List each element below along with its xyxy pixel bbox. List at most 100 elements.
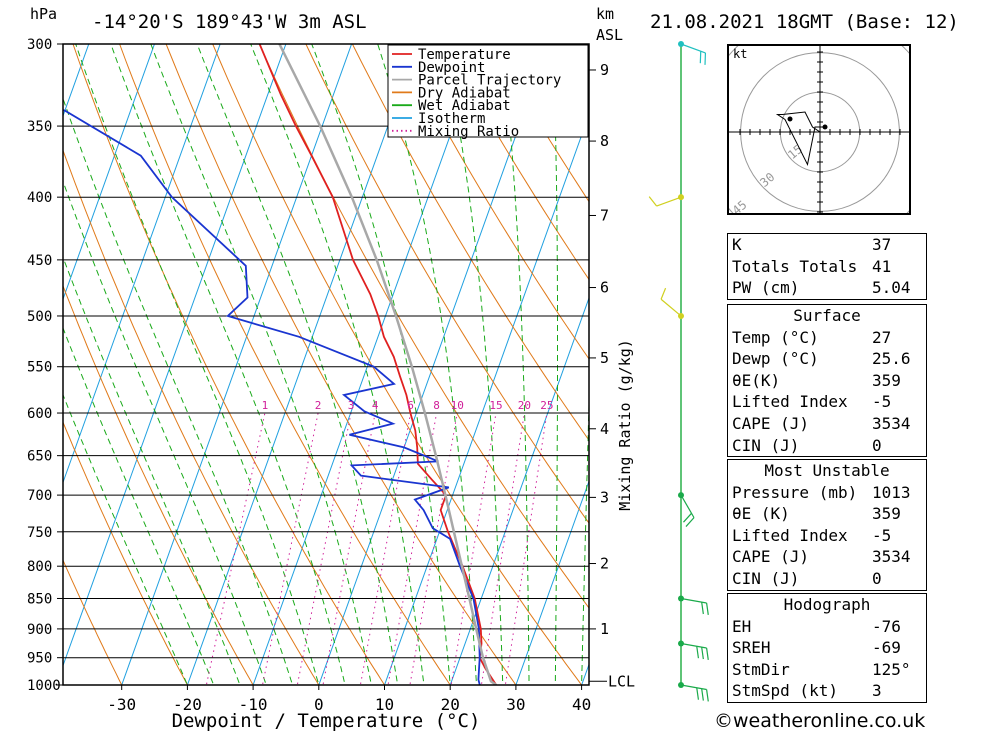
km-tick-label: 4: [600, 420, 609, 438]
isotherm-line: [63, 44, 221, 484]
wind-barb-flag: [706, 689, 709, 702]
index-value: 5.04: [872, 278, 911, 298]
wet-adiabat-line: [110, 44, 346, 685]
mixing-ratio-label: 20: [518, 399, 531, 412]
km-label: km: [596, 5, 615, 23]
wind-barb-flag: [696, 646, 700, 659]
index-label: K: [732, 235, 742, 254]
surface-row: CIN (J) 0: [728, 435, 926, 457]
pressure-tick-label: 350: [27, 119, 52, 135]
surface-label: CIN (J): [732, 435, 800, 455]
pressure-tick-label: 800: [27, 559, 52, 575]
wet-adiabat-line: [377, 44, 478, 685]
surface-value: 3534: [872, 413, 911, 433]
surface-title: Surface: [793, 306, 861, 325]
isotherm-line: [515, 479, 589, 685]
mixing-ratio-label: 25: [540, 399, 553, 412]
location-title: -14°20'S 189°43'W 3m ASL: [92, 11, 367, 33]
legend-entry: Parcel Trajectory: [418, 73, 561, 89]
legend-entry: Wet Adiabat: [418, 98, 511, 114]
km-tick-label: 7: [600, 206, 609, 224]
hodograph-stat-title: Hodograph: [783, 595, 871, 614]
hodograph-ring-label: 30: [757, 170, 777, 190]
surface-label: Temp (°C): [732, 327, 819, 347]
pressure-tick-label: 900: [27, 622, 52, 638]
hodograph-storm-marker: [787, 116, 793, 122]
hodograph-stat-label: EH: [732, 616, 752, 636]
parcel-trajectory-series: [278, 44, 497, 685]
mixing-ratio-line: [450, 412, 497, 685]
km-tick-label: 6: [600, 279, 609, 297]
hodograph-stat-label: StmDir: [732, 659, 790, 679]
mixing-ratio-label: 6: [407, 399, 414, 412]
wind-barb-shaft: [680, 494, 695, 518]
hodograph-trace: [775, 111, 825, 167]
surface-label: CAPE (J): [732, 413, 810, 433]
dry-adiabat-line: [351, 44, 589, 442]
index-label: PW (cm): [732, 278, 800, 298]
pressure-tick-label: 750: [27, 525, 52, 541]
most-unstable-value: 359: [872, 504, 901, 524]
wet-adiabat-line: [63, 97, 294, 685]
hodograph-stat-value: 125°: [872, 659, 911, 679]
mixing-ratio-label: 3: [348, 399, 355, 412]
most-unstable-row: CAPE (J) 3534: [728, 546, 926, 568]
wind-barb-shaft: [656, 196, 682, 207]
temperature-tick-label: 10: [375, 695, 394, 714]
hodograph-stat-row: EH -76: [728, 616, 926, 638]
lcl-label: LCL: [608, 672, 635, 690]
most-unstable-row: CIN (J) 0: [728, 568, 926, 590]
hodograph: kt 15 30 45: [700, 12, 940, 252]
wind-barb-flag: [660, 287, 667, 300]
wind-barb-flag: [706, 602, 709, 615]
km-tick-label: 2: [600, 555, 609, 573]
surface-value: 0: [872, 435, 882, 455]
most-unstable-value: -5: [872, 525, 892, 545]
wind-barb-flag: [685, 517, 695, 527]
wind-barb-flag: [701, 688, 704, 701]
surface-row: Dewp (°C) 25.6: [728, 348, 926, 370]
mixing-ratio-line: [205, 412, 266, 685]
mixing-ratio-label: 4: [372, 399, 379, 412]
pressure-tick-label: 850: [27, 591, 52, 607]
pressure-tick-label: 700: [27, 488, 52, 504]
wind-barb-flag: [701, 647, 704, 660]
mixing-ratio-line: [387, 412, 438, 685]
index-value: 41: [872, 256, 892, 276]
hodograph-stat-label: StmSpd (kt): [732, 681, 838, 701]
hodograph-stat-value: 3: [872, 681, 882, 701]
temperature-tick-label: 20: [441, 695, 460, 714]
dry-adiabat-line: [63, 558, 123, 685]
most-unstable-label: Pressure (mb): [732, 482, 858, 502]
hodograph-ring: [700, 12, 940, 252]
km-tick-label: 1: [600, 620, 609, 638]
index-row: K 37: [728, 234, 926, 256]
surface-value: 27: [872, 327, 892, 347]
pressure-tick-label: 550: [27, 360, 52, 376]
temperature-tick-label: -20: [173, 695, 202, 714]
surface-row: Lifted Index -5: [728, 391, 926, 413]
most-unstable-value: 0: [872, 568, 882, 588]
surface-label: Dewp (°C): [732, 349, 819, 369]
mixing-ratio-label: 8: [433, 399, 440, 412]
km-tick-label: 9: [600, 61, 609, 79]
isotherm-line: [121, 44, 353, 685]
hodograph-unit-label: kt: [733, 47, 747, 61]
temperature-tick-label: 0: [314, 695, 324, 714]
dry-adiabat-line: [969, 0, 1000, 711]
plot-frame: [62, 43, 590, 686]
dewpoint-series: [63, 109, 481, 685]
wind-barb-shaft: [680, 684, 707, 691]
mixing-ratio-label: 10: [451, 399, 464, 412]
hodograph-stat-label: SREH: [732, 638, 771, 658]
dry-adiabat-line: [445, 44, 589, 281]
km-tick-label: 5: [600, 349, 609, 367]
surface-row: CAPE (J) 3534: [728, 413, 926, 435]
mixing-ratio-axis-label: Mixing Ratio (g/kg): [616, 339, 634, 511]
index-value: 37: [872, 235, 892, 254]
most-unstable-row: θE (K) 359: [728, 503, 926, 525]
wind-barb-shaft: [660, 298, 682, 317]
wind-barb-shaft: [680, 597, 707, 604]
hodograph-stat-row: SREH -69: [728, 637, 926, 659]
